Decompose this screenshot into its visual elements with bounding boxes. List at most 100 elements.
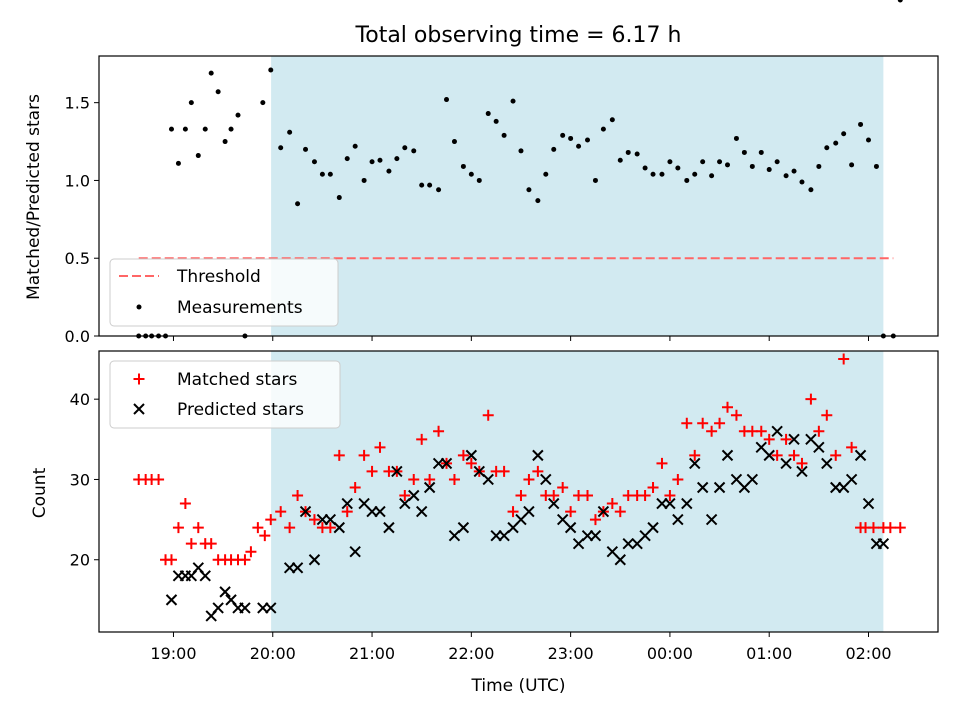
x-tick-label: 19:00 bbox=[150, 644, 196, 663]
predicted-point bbox=[672, 513, 684, 526]
measurement-point bbox=[659, 171, 665, 177]
measurement-point bbox=[865, 137, 871, 143]
measurement-point bbox=[268, 67, 274, 73]
predicted-point bbox=[219, 586, 231, 598]
measurement-point bbox=[485, 111, 491, 117]
measurement-point bbox=[791, 168, 797, 174]
measurement-point bbox=[766, 167, 772, 173]
matched-point bbox=[796, 457, 808, 469]
measurement-point bbox=[361, 177, 367, 183]
ratio-panel: 0.0 0.5 1.0 1.5 Threshold Measurements bbox=[65, 0, 939, 346]
matched-point bbox=[408, 473, 420, 485]
predicted-point bbox=[696, 481, 709, 494]
measurement-point bbox=[182, 126, 188, 132]
matched-point bbox=[830, 449, 842, 461]
predicted-point bbox=[523, 505, 535, 518]
measurement-point bbox=[749, 163, 755, 169]
matched-point bbox=[245, 546, 257, 558]
matched-point bbox=[366, 465, 378, 477]
y-tick-label: 0.5 bbox=[65, 249, 90, 268]
matched-point bbox=[867, 522, 879, 534]
measurement-point bbox=[543, 171, 549, 177]
predicted-point bbox=[614, 554, 626, 566]
measurement-point bbox=[319, 171, 325, 177]
predicted-point bbox=[408, 489, 420, 502]
measurement-point bbox=[858, 121, 864, 127]
observing-window-shade bbox=[271, 56, 884, 336]
predicted-point bbox=[457, 521, 470, 534]
measurement-point bbox=[344, 156, 350, 162]
measurement-point bbox=[568, 135, 574, 141]
legend-measurement-label: Measurements bbox=[177, 298, 303, 318]
predicted-point bbox=[572, 537, 585, 550]
legend-threshold-label: Threshold bbox=[176, 267, 261, 287]
legend-matched-label: Matched stars bbox=[177, 370, 297, 390]
matched-point bbox=[275, 506, 287, 518]
matched-point bbox=[681, 417, 693, 429]
measurement-point bbox=[235, 112, 241, 118]
axes-frame bbox=[98, 350, 939, 633]
measurement-point bbox=[783, 173, 789, 179]
measurement-point bbox=[808, 187, 814, 193]
measurement-point bbox=[560, 132, 566, 138]
predicted-point bbox=[473, 465, 485, 478]
measurement-point bbox=[386, 168, 392, 174]
measurement-point bbox=[625, 149, 631, 155]
measurement-point bbox=[476, 177, 482, 183]
x-tick-label: 02:00 bbox=[845, 644, 891, 663]
matched-point bbox=[780, 433, 792, 445]
measurement-point bbox=[873, 163, 879, 169]
matched-point bbox=[697, 417, 709, 429]
predicted-point bbox=[299, 505, 312, 518]
measurement-point bbox=[195, 153, 201, 159]
matched-point bbox=[755, 425, 767, 437]
matched-point bbox=[153, 473, 165, 485]
measurement-point bbox=[675, 165, 681, 171]
matched-point bbox=[894, 522, 906, 534]
matched-point bbox=[557, 481, 569, 493]
matched-point bbox=[788, 449, 800, 461]
x-tick-label: 22:00 bbox=[448, 644, 494, 663]
legend-predicted-label: Predicted stars bbox=[177, 400, 304, 420]
matched-point bbox=[349, 481, 361, 493]
measurement-point bbox=[824, 145, 830, 151]
predicted-point bbox=[498, 529, 510, 542]
legend-predicted-swatch bbox=[133, 403, 145, 415]
matched-point bbox=[548, 490, 560, 502]
measurement-point bbox=[709, 173, 715, 179]
matched-point bbox=[498, 465, 510, 477]
matched-point bbox=[813, 425, 825, 437]
matched-point bbox=[656, 457, 668, 469]
x-axis-label: Time (UTC) bbox=[471, 676, 566, 696]
measurement-point bbox=[303, 146, 309, 152]
measurement-point bbox=[377, 157, 383, 163]
measurement-point bbox=[816, 163, 822, 169]
measurement-point bbox=[444, 97, 450, 103]
predicted-point bbox=[548, 497, 560, 510]
measurement-point bbox=[327, 171, 333, 177]
matched-point bbox=[606, 498, 618, 510]
matched-point bbox=[706, 425, 718, 437]
y-tick-label: 20 bbox=[70, 551, 90, 570]
predicted-point bbox=[399, 497, 411, 510]
predicted-point bbox=[763, 449, 775, 462]
predicted-point bbox=[647, 521, 659, 534]
measurement-point bbox=[208, 70, 214, 76]
measurement-point bbox=[228, 126, 234, 132]
measurement-point bbox=[311, 159, 317, 165]
axes-frame bbox=[98, 55, 939, 337]
matched-point bbox=[205, 538, 217, 550]
measurement-point bbox=[501, 132, 507, 138]
y-tick-label: 1.0 bbox=[65, 171, 90, 190]
predicted-point bbox=[589, 529, 602, 542]
matched-point bbox=[884, 522, 896, 534]
measurement-point bbox=[336, 195, 342, 201]
matched-point bbox=[185, 538, 197, 550]
matched-point bbox=[838, 353, 850, 365]
measurement-point bbox=[576, 143, 582, 149]
x-tick-label: 00:00 bbox=[647, 644, 693, 663]
matched-point bbox=[374, 441, 386, 453]
matched-point bbox=[399, 490, 411, 502]
matched-point bbox=[614, 506, 626, 518]
measurement-point bbox=[436, 187, 442, 193]
